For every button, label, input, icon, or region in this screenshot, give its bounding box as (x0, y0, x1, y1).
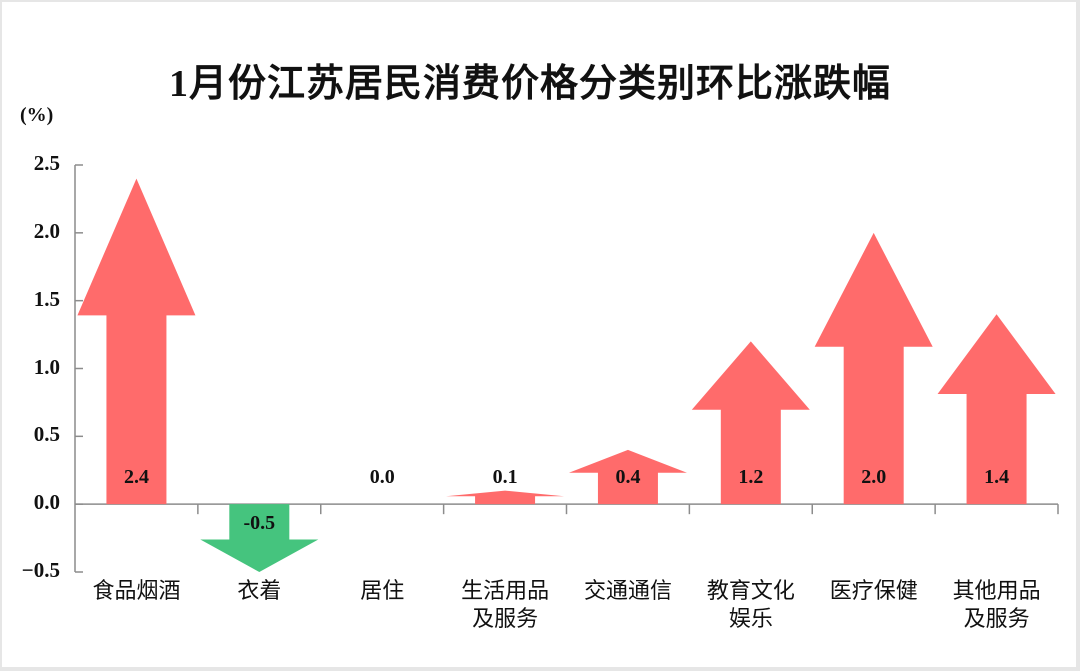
x-category-label: 生活用品 及服务 (461, 579, 550, 632)
up-arrow-icon (937, 314, 1056, 505)
y-tick-label: −0.5 (21, 558, 60, 582)
y-tick-label: 2.0 (33, 218, 60, 243)
value-label: 1.4 (984, 466, 1010, 489)
down-arrow-icon (200, 504, 319, 572)
up-arrow-icon (568, 449, 687, 505)
up-arrow-icon (814, 232, 933, 505)
value-label: -0.5 (243, 512, 276, 535)
value-label: 1.2 (738, 466, 764, 489)
y-tick-label: 0.0 (33, 490, 60, 515)
chart-title: 1月份江苏居民消费价格分类别环比涨跌幅 (168, 63, 891, 105)
y-tick-label: 2.5 (33, 151, 60, 175)
up-arrow-icon (77, 178, 196, 505)
y-tick-label: 1.5 (33, 286, 60, 311)
y-tick-label: 1.0 (33, 354, 60, 379)
x-category-label: 教育文化 娱乐 (706, 579, 795, 632)
x-category-label: 衣着 (237, 579, 282, 604)
value-label: 0.0 (369, 466, 395, 489)
x-category-label: 医疗保健 (829, 579, 918, 604)
value-label: 0.1 (492, 466, 518, 489)
value-label: 2.4 (123, 466, 149, 489)
up-arrow-icon (446, 490, 565, 505)
value-label: 2.0 (861, 466, 887, 489)
value-label: 0.4 (615, 466, 641, 489)
y-tick-label: 0.5 (33, 422, 60, 447)
up-arrow-icon (691, 341, 810, 505)
x-category-label: 其他用品 及服务 (952, 579, 1041, 632)
x-category-label: 食品烟酒 (92, 579, 181, 604)
x-category-label: 居住 (360, 579, 405, 604)
x-category-label: 交通通信 (583, 579, 672, 604)
y-axis-unit-label: (%) (20, 104, 54, 126)
